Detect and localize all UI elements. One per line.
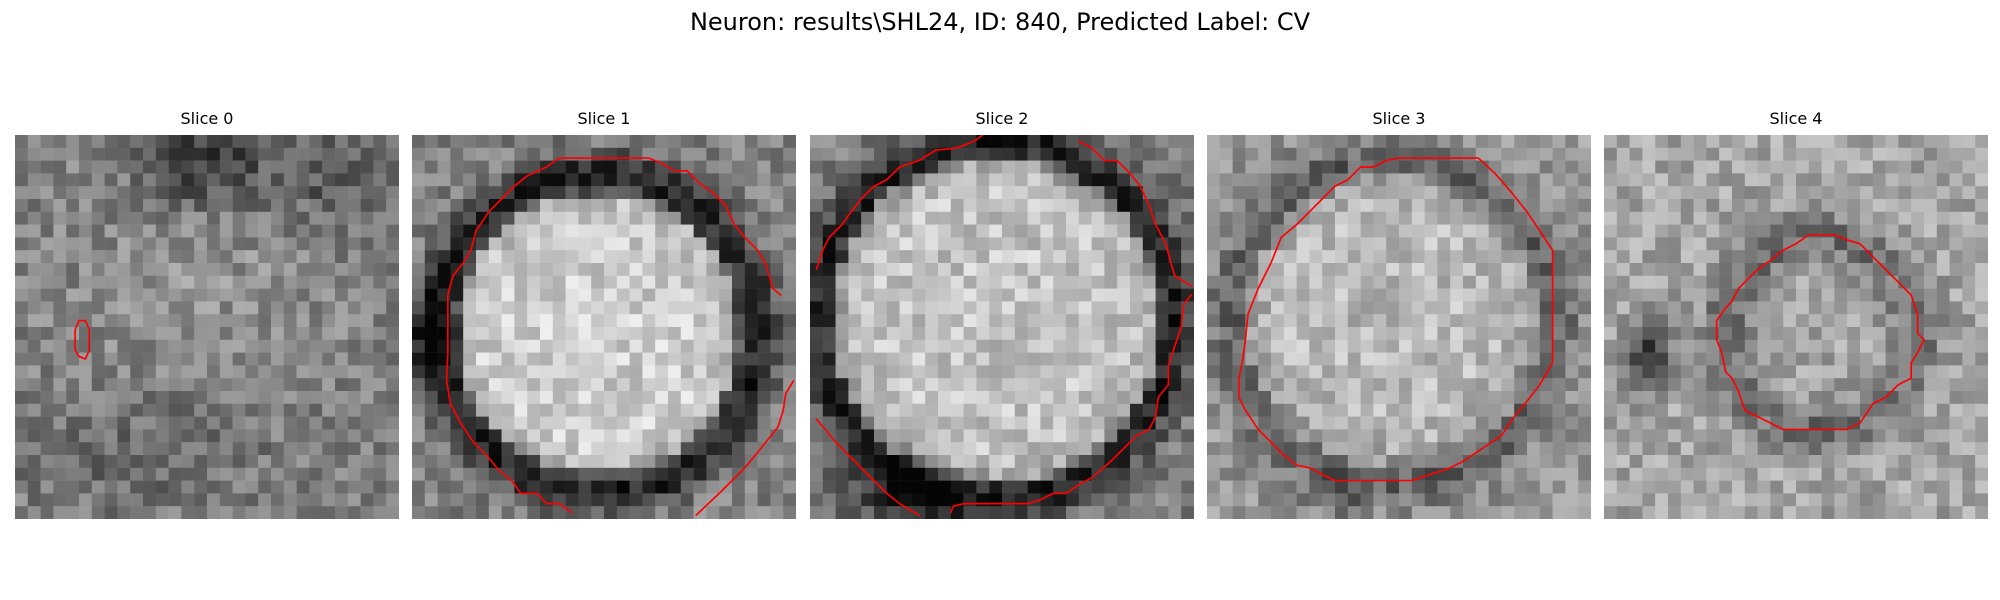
- segmentation-contour: [1238, 157, 1554, 482]
- segmentation-contour: [815, 135, 984, 271]
- segmentation-contour: [1077, 140, 1193, 287]
- figure-title: Neuron: results\SHL24, ID: 840, Predicte…: [689, 8, 1311, 36]
- grayscale-pixels: [412, 135, 796, 519]
- grayscale-pixels: [15, 135, 399, 519]
- segmentation-contour: [445, 157, 782, 514]
- slice-panel-2: Slice 2: [810, 108, 1194, 524]
- grayscale-pixels: [810, 135, 1194, 519]
- segmentation-contour: [949, 294, 1193, 514]
- slice-image-0: [15, 135, 399, 519]
- slice-panel-3: Slice 3: [1207, 108, 1591, 524]
- slice-title: Slice 3: [1372, 109, 1426, 128]
- slice-panel-4: Slice 4: [1604, 108, 1988, 524]
- segmentation-contour: [695, 379, 795, 516]
- segmentation-contour: [74, 319, 91, 360]
- slice-title: Slice 1: [577, 109, 631, 128]
- slice-image-1: [412, 135, 796, 519]
- segmentation-contour: [1715, 234, 1925, 431]
- grayscale-pixels: [1207, 135, 1591, 519]
- segmentation-contour: [815, 418, 920, 516]
- slice-title: Slice 4: [1769, 109, 1823, 128]
- grayscale-pixels: [1604, 135, 1988, 519]
- slice-title: Slice 2: [975, 109, 1029, 128]
- slice-image-3: [1207, 135, 1591, 519]
- slice-image-4: [1604, 135, 1988, 519]
- slice-panel-1: Slice 1: [412, 108, 796, 524]
- slice-panel-0: Slice 0: [15, 108, 399, 524]
- slice-image-2: [810, 135, 1194, 519]
- slice-title: Slice 0: [180, 109, 234, 128]
